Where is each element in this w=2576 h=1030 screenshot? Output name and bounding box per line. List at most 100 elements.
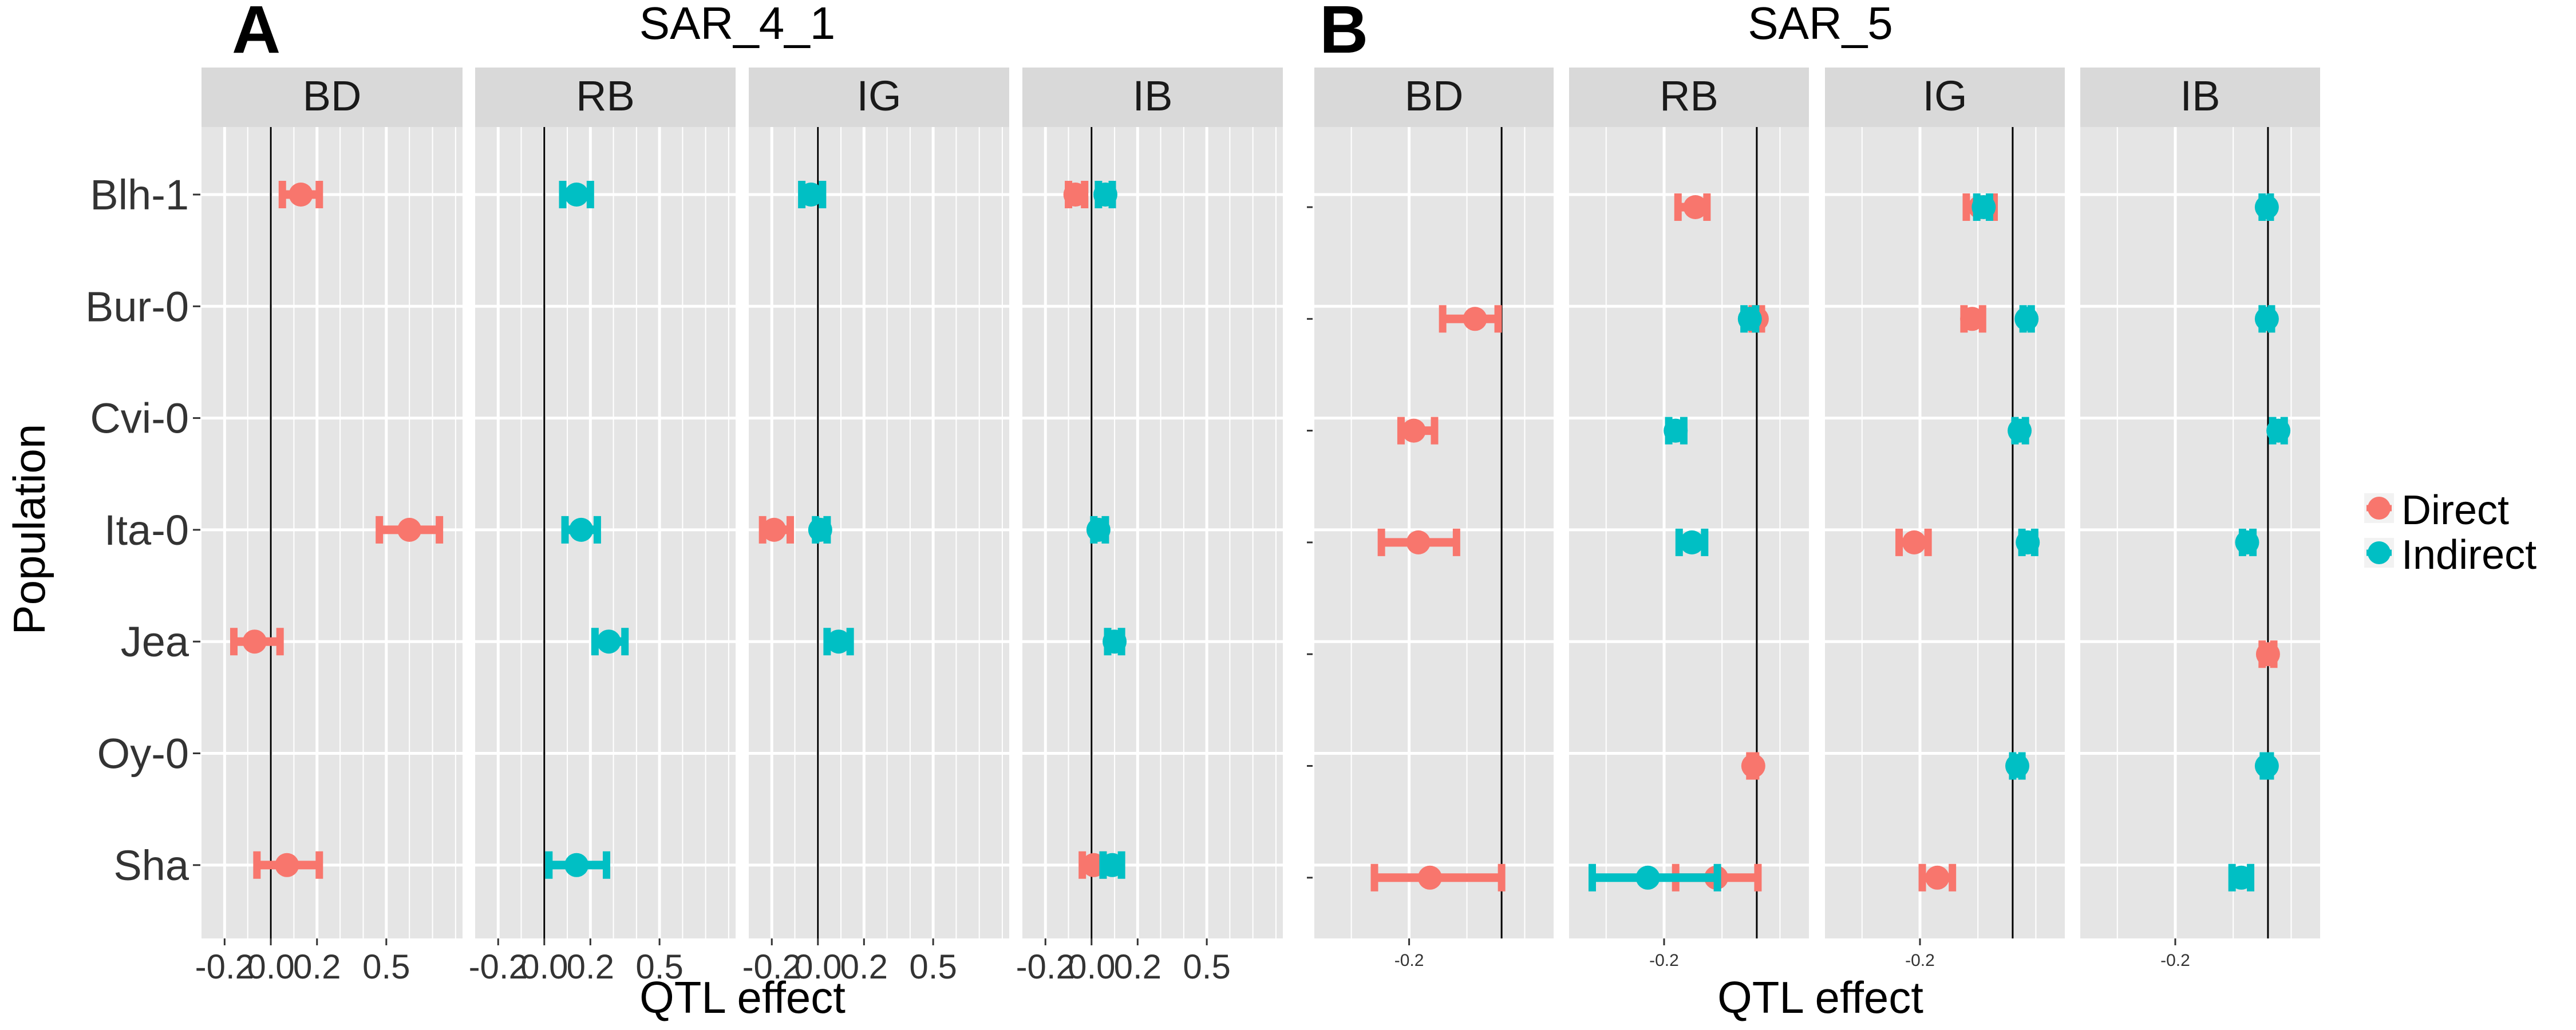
x-tick-label: 0.5 [362, 948, 410, 986]
facet-label-RB: RB [576, 72, 635, 120]
legend-dot-direct [2368, 497, 2391, 520]
population-label-Sha: Sha [113, 842, 189, 889]
point-IG-Blh-1-indirect [1971, 195, 1996, 219]
x-tick-label: 0.0 [1068, 948, 1115, 986]
point-RB-Blh-1-direct [1683, 195, 1708, 219]
point-RB-Cvi-0-indirect [1664, 418, 1688, 443]
point-RB-Sha-indirect [1635, 865, 1660, 890]
point-RB-Ita-0-indirect [569, 517, 594, 542]
point-RB-Jea-indirect [596, 629, 621, 654]
legend-dot-indirect [2368, 541, 2391, 564]
point-IG-Cvi-0-indirect [2008, 418, 2032, 443]
facet-strip [1569, 68, 1809, 127]
point-IB-Sha-indirect [2229, 865, 2254, 890]
point-RB-Ita-0-indirect [1680, 530, 1704, 554]
panel-b-title: SAR_5 [1748, 0, 1893, 49]
point-IB-Cvi-0-indirect [2266, 418, 2291, 443]
point-IB-Jea-indirect [1103, 629, 1127, 654]
point-IG-Ita-0-direct [762, 517, 787, 542]
x-tick-label: -0.2 [2160, 951, 2190, 970]
x-tick-label: -0.2 [195, 948, 254, 986]
panel-a-title: SAR_4_1 [639, 0, 835, 49]
point-IB-Jea-direct [2255, 642, 2280, 667]
point-IB-Ita-0-indirect [2235, 530, 2259, 554]
x-tick-label: 0.0 [794, 948, 841, 986]
point-IG-Ita-0-indirect [2016, 530, 2040, 554]
x-tick-label: -0.2 [1905, 951, 1935, 970]
facet-strip [475, 68, 736, 127]
facet-panel-bg [1314, 127, 1554, 938]
x-tick-label: -0.2 [1394, 951, 1424, 970]
point-IG-Bur-0-indirect [2014, 307, 2039, 331]
population-label-Oy-0: Oy-0 [97, 730, 189, 778]
y-axis-title: Population [4, 424, 54, 635]
panel-b-xlabel: QTL effect [1717, 972, 1923, 1023]
point-IG-Oy-0-indirect [2005, 754, 2030, 778]
point-IB-Ita-0-indirect [1086, 517, 1111, 542]
point-BD-Bur-0-direct [1463, 307, 1487, 331]
population-label-Ita-0: Ita-0 [104, 506, 189, 554]
x-tick-label: 0.5 [909, 948, 957, 986]
facet-label-IB: IB [2180, 72, 2221, 120]
point-IB-Blh-1-indirect [1093, 183, 1117, 207]
point-BD-Ita-0-direct [397, 517, 422, 542]
x-tick-label: 0.0 [247, 948, 294, 986]
point-RB-Blh-1-indirect [564, 183, 589, 207]
point-RB-Oy-0-direct [1741, 754, 1765, 778]
point-RB-Bur-0-indirect [1737, 307, 1762, 331]
point-BD-Jea-direct [242, 629, 267, 654]
facet-strip [1825, 68, 2065, 127]
population-axis: Blh-1 Bur-0 Cvi-0 Ita-0 Jea Oy-0 Sha [85, 171, 1313, 889]
x-tick-label: 0.2 [1114, 948, 1161, 986]
x-tick-label: -0.2 [469, 948, 528, 986]
population-label-Blh-1: Blh-1 [90, 171, 189, 219]
point-BD-Ita-0-direct [1406, 530, 1431, 554]
facet-panel-bg [2080, 127, 2320, 938]
x-tick-label: 0.5 [635, 948, 683, 986]
point-BD-Sha-direct [1417, 865, 1442, 890]
point-BD-Cvi-0-direct [1401, 418, 1426, 443]
legend-label-direct: Direct [2401, 488, 2509, 533]
point-IB-Bur-0-indirect [2254, 307, 2279, 331]
point-IB-Blh-1-direct [1063, 183, 1088, 207]
x-tick-label: 0.5 [1183, 948, 1230, 986]
facet-strip [1022, 68, 1283, 127]
point-IB-Oy-0-indirect [2254, 754, 2279, 778]
point-IB-Blh-1-indirect [2254, 195, 2279, 219]
population-label-Jea: Jea [121, 618, 189, 665]
point-IG-Sha-direct [1925, 865, 1950, 890]
x-tick-label: 0.2 [840, 948, 888, 986]
facet-label-IG: IG [856, 72, 901, 120]
facet-strip [749, 68, 1009, 127]
point-IG-Ita-0-direct [1902, 530, 1926, 554]
facet-label-IB: IB [1133, 72, 1173, 120]
population-label-Cvi-0: Cvi-0 [90, 395, 189, 442]
legend-label-indirect: Indirect [2401, 532, 2537, 578]
figure-b: B SAR_5 QTL effect BD -0.2 RB -0.2 IG -0.2 IB -… [1314, 0, 2320, 1023]
x-tick-label: 0.2 [567, 948, 614, 986]
point-IG-Bur-0-direct [1960, 307, 1985, 331]
facet-strip [2080, 68, 2320, 127]
facet-label-RB: RB [1660, 72, 1718, 120]
facet-label-IG: IG [1922, 72, 1967, 120]
point-IG-Blh-1-indirect [799, 183, 823, 207]
facet-strip [1314, 68, 1554, 127]
x-tick-label: 0.2 [293, 948, 341, 986]
point-IG-Jea-indirect [827, 629, 851, 654]
figure-a: A SAR_4_1 QTL effect BD-0.20.00.2 0.5RB-0… [195, 0, 1283, 1023]
x-tick-label: 0.0 [520, 948, 568, 986]
point-BD-Blh-1-direct [289, 183, 313, 207]
x-tick-label: -0.2 [1016, 948, 1075, 986]
x-tick-label: -0.2 [1649, 951, 1679, 970]
point-BD-Sha-direct [275, 853, 299, 877]
legend: Direct Indirect [2364, 488, 2537, 578]
facet-label-BD: BD [303, 72, 362, 120]
panel-letter-a: A [232, 0, 280, 68]
point-IG-Ita-0-indirect [808, 517, 832, 542]
point-RB-Sha-indirect [564, 853, 589, 877]
x-tick-label: -0.2 [742, 948, 801, 986]
panel-a-xlabel: QTL effect [639, 972, 846, 1023]
population-label-Bur-0: Bur-0 [85, 283, 189, 330]
facet-label-BD: BD [1405, 72, 1464, 120]
